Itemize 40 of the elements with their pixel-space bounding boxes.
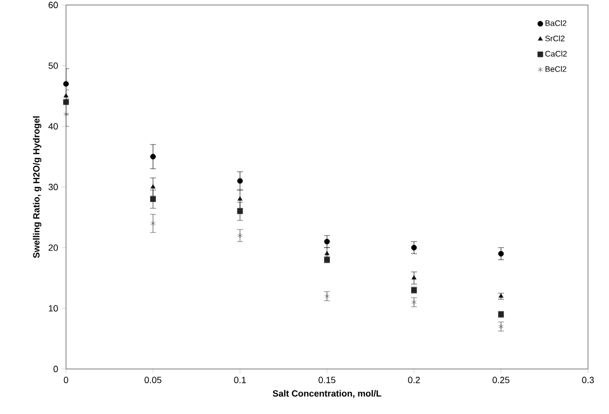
point — [63, 99, 69, 105]
point — [498, 324, 504, 330]
x-tick-label: 0.3 — [582, 376, 594, 384]
y-tick-label: 20 — [48, 244, 58, 251]
point — [412, 299, 416, 306]
y-tick-label: 50 — [48, 62, 58, 69]
x-tick-label: 0.1 — [234, 376, 246, 384]
point — [237, 178, 243, 184]
point — [238, 196, 242, 201]
point — [324, 293, 330, 299]
x-tick-label: 0 — [64, 376, 68, 384]
legend-label: SrCl2 — [545, 35, 565, 42]
x-tick-label: 0.2 — [408, 376, 420, 384]
x-tick-label: 0.15 — [318, 376, 336, 384]
x-tick-label: 0.25 — [492, 376, 510, 384]
legend-label: BeCl2 — [546, 66, 566, 72]
x-axis-title: Salt Concentration, mol/L — [272, 390, 382, 398]
point — [237, 208, 243, 214]
point — [150, 196, 156, 202]
y-tick-label: 10 — [48, 305, 58, 312]
y-axis-title: Swelling Ratio, g H2O/g Hydrogel — [32, 116, 42, 258]
point — [238, 232, 242, 238]
point — [324, 238, 330, 244]
point — [64, 111, 68, 117]
y-tick-label: 30 — [48, 184, 58, 190]
point — [64, 93, 68, 98]
point — [150, 154, 156, 160]
x-tick-label: 0.05 — [144, 376, 162, 384]
y-tick-label: 40 — [48, 123, 58, 130]
point — [63, 81, 69, 87]
legend-label: BaCl2 — [546, 20, 566, 26]
y-tick-label: 60 — [48, 2, 58, 8]
point — [412, 275, 416, 280]
point — [498, 250, 504, 257]
point — [150, 184, 156, 188]
point — [411, 244, 417, 250]
y-tick-label: 0 — [54, 366, 58, 372]
point — [324, 250, 330, 256]
legend-label: CaCl2 — [545, 50, 567, 57]
point — [150, 220, 156, 226]
